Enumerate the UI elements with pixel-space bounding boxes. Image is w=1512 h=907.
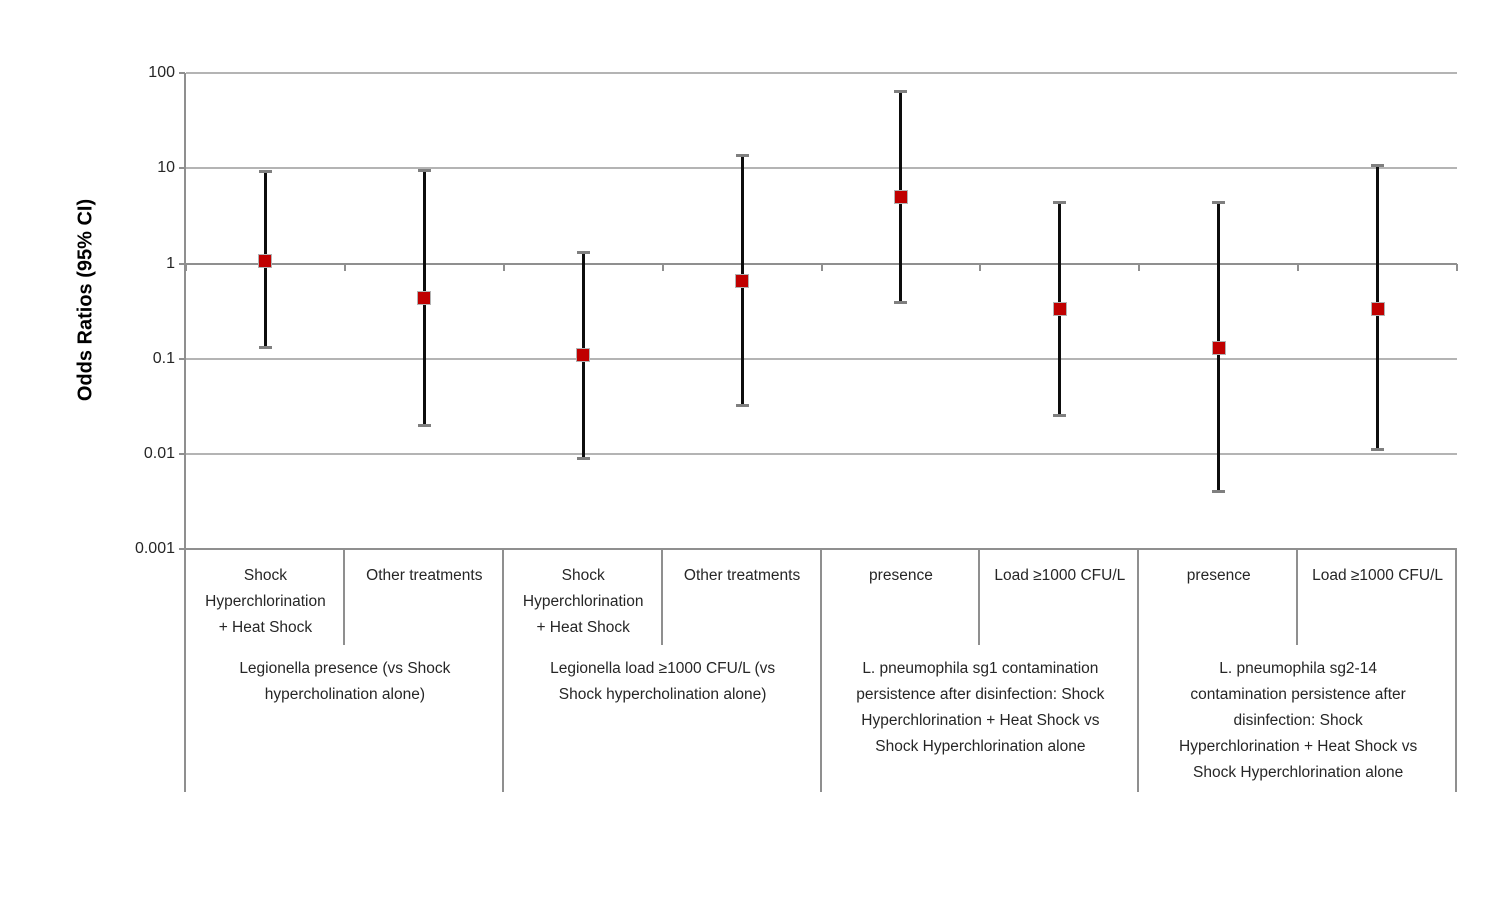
category-axis-tick <box>979 263 982 271</box>
category-axis-tick <box>502 263 505 271</box>
error-bar-cap-top <box>1212 200 1226 204</box>
odds-ratio-marker <box>735 274 750 289</box>
odds-ratio-marker <box>1370 302 1385 317</box>
error-bar-cap-top <box>1371 163 1385 167</box>
error-bar-cap-top <box>258 170 272 174</box>
y-tick-label: 10 <box>157 159 175 177</box>
subcategory-label: Shock Hyperchlorination + Heat Shock <box>522 566 644 636</box>
odds-ratio-marker <box>417 291 432 306</box>
y-tick-label: 100 <box>148 64 175 82</box>
odds-ratio-marker <box>1211 340 1226 355</box>
group-divider <box>501 548 504 792</box>
y-axis-tick <box>179 72 185 75</box>
y-tick-label: 1 <box>166 254 175 272</box>
y-tick-label: 0.001 <box>134 539 175 557</box>
subcategory-label: Other treatments <box>683 566 801 584</box>
subcategory-divider <box>1296 548 1299 645</box>
subcategory-divider <box>660 548 663 645</box>
group-label: L. pneumophila sg1 contamination persist… <box>856 660 1105 755</box>
error-bar-cap-top <box>576 251 590 255</box>
error-bar-cap-top <box>417 168 431 172</box>
subcategory-label: Load ≥1000 CFU/L <box>1312 566 1443 584</box>
group-label: Legionella presence (vs Shock hypercholi… <box>239 660 451 703</box>
y-gridline <box>186 72 1457 75</box>
odds-ratio-marker <box>1052 302 1067 317</box>
y-axis-tick <box>179 262 185 265</box>
group-label: Legionella load ≥1000 CFU/L (vs Shock hy… <box>550 660 776 703</box>
y-gridline <box>186 167 1457 170</box>
error-bar-cap-top <box>1053 200 1067 204</box>
category-axis-tick <box>1138 263 1141 271</box>
y-tick-label: 0.1 <box>152 349 175 367</box>
error-bar-cap-bottom <box>1053 414 1067 418</box>
group-divider <box>819 548 822 792</box>
error-bar-cap-bottom <box>1371 448 1385 452</box>
y-axis-tick <box>179 167 185 170</box>
odds-ratio-marker <box>258 254 273 269</box>
category-axis-tick <box>820 263 823 271</box>
category-axis-tick <box>343 263 346 271</box>
y-axis-tick <box>179 547 185 550</box>
category-axis-tick <box>185 263 187 271</box>
subcategory-label: Shock Hyperchlorination + Heat Shock <box>205 566 326 636</box>
category-axis-tick <box>661 263 664 271</box>
group-divider <box>1455 548 1457 792</box>
error-bar-cap-bottom <box>258 346 272 350</box>
category-axis-tick <box>1456 263 1458 271</box>
error-bar-cap-bottom <box>1212 490 1226 494</box>
y-axis-tick <box>179 357 185 360</box>
y-gridline <box>186 357 1457 360</box>
y-axis-tick <box>179 452 185 455</box>
y-gridline <box>186 547 1457 550</box>
error-bar-cap-top <box>894 90 908 94</box>
y-tick-label: 0.01 <box>143 444 175 462</box>
y-gridline <box>186 452 1457 455</box>
subcategory-label: Load ≥1000 CFU/L <box>994 566 1126 584</box>
subcategory-divider <box>342 548 345 645</box>
error-bar-cap-bottom <box>417 423 431 427</box>
group-label: L. pneumophila sg2-14 contamination pers… <box>1179 660 1418 781</box>
subcategory-divider <box>978 548 981 645</box>
subcategory-label: presence <box>869 566 933 584</box>
error-bar-cap-bottom <box>894 300 908 304</box>
odds-ratio-marker <box>893 190 908 205</box>
subcategory-label: presence <box>1186 566 1251 584</box>
group-divider <box>1137 548 1140 792</box>
error-bar-cap-bottom <box>576 456 590 460</box>
error-bar-cap-bottom <box>735 404 749 408</box>
error-bar-cap-top <box>735 154 749 158</box>
category-axis-tick <box>1297 263 1300 271</box>
odds-ratio-marker <box>576 347 591 362</box>
y-axis-line <box>184 73 186 792</box>
subcategory-label: Other treatments <box>366 566 483 584</box>
